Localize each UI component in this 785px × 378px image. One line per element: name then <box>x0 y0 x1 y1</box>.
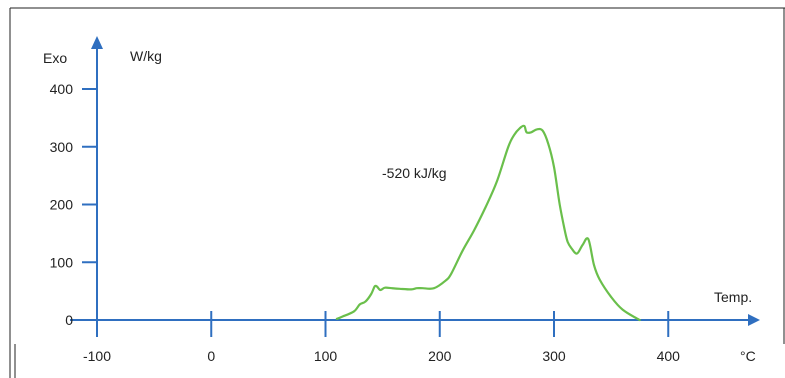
y-tick-label: 400 <box>50 81 74 97</box>
y-tick-label: 200 <box>50 197 74 213</box>
y-ticks: 0 100 200 300 400 <box>50 81 97 328</box>
y-tick-label: 300 <box>50 139 74 155</box>
x-ticks: -100 0 100 200 300 400 <box>83 311 680 364</box>
x-tick-label: 400 <box>657 348 681 364</box>
x-tick-label: -100 <box>83 348 111 364</box>
y-axis-arrow-icon <box>91 36 103 49</box>
series-line <box>335 124 641 322</box>
y-tick-label: 100 <box>50 254 74 270</box>
x-tick-label: 200 <box>428 348 452 364</box>
annotation: -520 kJ/kg <box>382 165 447 181</box>
x-axis-label: Temp. <box>714 289 752 305</box>
y-axis-label: W/kg <box>130 48 162 64</box>
x-tick-label: 0 <box>207 348 215 364</box>
exo-label: Exo <box>43 50 67 66</box>
x-tick-label: 100 <box>314 348 338 364</box>
x-tick-label: 300 <box>542 348 566 364</box>
y-tick-label: 0 <box>65 312 73 328</box>
x-axis-arrow-icon <box>748 314 760 326</box>
x-unit-label: °C <box>740 348 756 364</box>
